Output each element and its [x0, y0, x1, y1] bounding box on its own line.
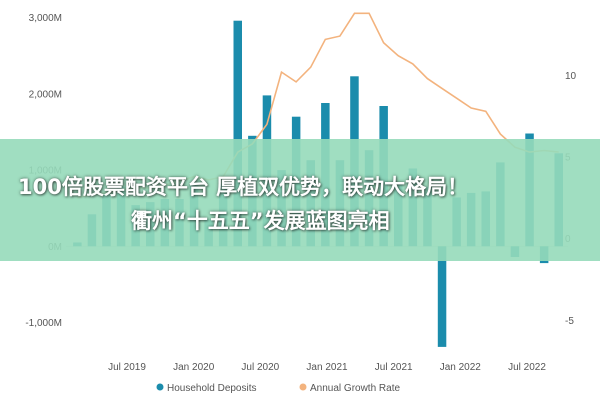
headline[interactable]: 100倍股票配资平台 厚植双优势，联动大格局！ 衢州“十五五”发展蓝图亮相 — [18, 170, 588, 238]
x-tick-label: Jan 2021 — [306, 362, 348, 373]
deposit-bar — [437, 246, 447, 347]
headline-line-2: 衢州“十五五”发展蓝图亮相 — [131, 209, 390, 233]
x-tick-label: Jul 2020 — [241, 362, 279, 373]
left-tick-label: -1,000M — [25, 318, 62, 329]
legend-swatch — [156, 383, 164, 391]
x-tick-label: Jan 2020 — [173, 362, 215, 373]
x-tick-label: Jul 2021 — [375, 362, 413, 373]
legend: Household Deposits Annual Growth Rate — [156, 383, 400, 394]
right-tick-label: -5 — [565, 316, 574, 327]
legend-label: Annual Growth Rate — [310, 383, 400, 394]
x-axis: Jul 2019 Jan 2020 Jul 2020 Jan 2021 Jul 2021… — [108, 362, 546, 373]
legend-label: Household Deposits — [167, 383, 257, 394]
deposit-bar — [233, 20, 242, 247]
left-tick-label: 2,000M — [29, 89, 62, 100]
legend-swatch — [299, 383, 307, 391]
headline-line-1: 100倍股票配资平台 厚植双优势，联动大格局！ — [18, 175, 469, 199]
x-tick-label: Jan 2022 — [440, 362, 482, 373]
x-tick-label: Jul 2019 — [108, 362, 146, 373]
left-tick-label: 3,000M — [29, 13, 62, 24]
headline-banner — [0, 139, 600, 261]
right-tick-label: 10 — [565, 71, 577, 82]
x-tick-label: Jul 2022 — [508, 362, 546, 373]
